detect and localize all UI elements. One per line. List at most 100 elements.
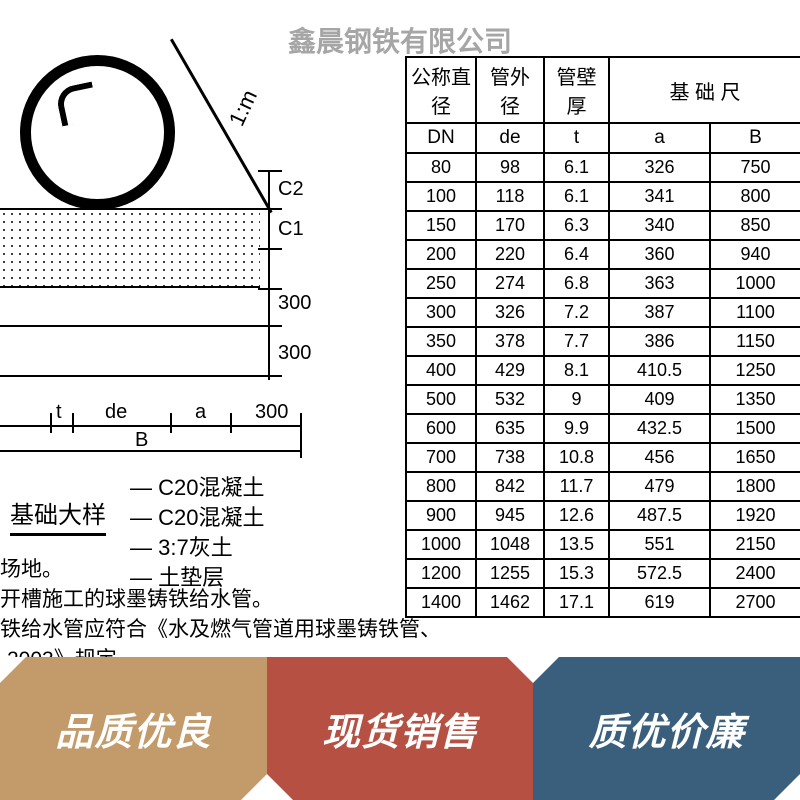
- table-cell: 1150: [710, 327, 800, 356]
- table-cell: 850: [710, 211, 800, 240]
- dim-c2: C2: [278, 178, 304, 201]
- bdim-line-1: [0, 425, 300, 427]
- th-foundation-dims: 基 础 尺: [609, 57, 800, 123]
- table-cell: 1920: [710, 501, 800, 530]
- table-row: 90094512.6487.51920: [406, 501, 800, 530]
- table-header-group: 公称直径 管外径 管壁厚 基 础 尺: [406, 57, 800, 123]
- bdv1: [50, 413, 52, 433]
- table-cell: 6.1: [544, 153, 609, 182]
- dim-tick-1: [258, 170, 282, 172]
- legend-text: C20混凝土: [158, 505, 264, 530]
- table-cell: 1400: [406, 588, 476, 617]
- table-cell: 551: [609, 530, 710, 559]
- corner-deco: [533, 657, 559, 683]
- table-row: 1000104813.55512150: [406, 530, 800, 559]
- table-row: 3503787.73861150: [406, 327, 800, 356]
- table-cell: 6.3: [544, 211, 609, 240]
- table-cell: 456: [609, 443, 710, 472]
- lbl-300: 300: [255, 401, 288, 424]
- table-cell: 750: [710, 153, 800, 182]
- table-cell: 300: [406, 298, 476, 327]
- table-cell: 500: [406, 385, 476, 414]
- table-row: 70073810.84561650: [406, 443, 800, 472]
- table-cell: 2150: [710, 530, 800, 559]
- table-cell: 8.1: [544, 356, 609, 385]
- bdv3: [170, 413, 172, 433]
- table-cell: 619: [609, 588, 710, 617]
- table-cell: 1000: [406, 530, 476, 559]
- table-cell: 15.3: [544, 559, 609, 588]
- dim-tick-4: [258, 288, 282, 290]
- table-cell: 1250: [710, 356, 800, 385]
- dim-tick-5: [258, 325, 282, 327]
- table-cell: 400: [406, 356, 476, 385]
- table-cell: 532: [476, 385, 544, 414]
- th-B: B: [710, 123, 800, 153]
- corner-deco: [241, 774, 267, 800]
- promo-footer: 品质优良 现货销售 质优价廉: [0, 657, 800, 800]
- table-cell: 635: [476, 414, 544, 443]
- table-cell: 1000: [710, 269, 800, 298]
- corner-deco: [267, 774, 293, 800]
- table-cell: 387: [609, 298, 710, 327]
- layer-line-1: [0, 325, 260, 327]
- table-cell: 1100: [710, 298, 800, 327]
- table-cell: 274: [476, 269, 544, 298]
- table-row: 2502746.83631000: [406, 269, 800, 298]
- table-cell: 350: [406, 327, 476, 356]
- table-row: 2002206.4360940: [406, 240, 800, 269]
- table-cell: 479: [609, 472, 710, 501]
- table-cell: 326: [609, 153, 710, 182]
- table-cell: 800: [406, 472, 476, 501]
- table-cell: 6.4: [544, 240, 609, 269]
- table-cell: 6.1: [544, 182, 609, 211]
- th-t: t: [544, 123, 609, 153]
- bdv2: [72, 413, 74, 433]
- th-a: a: [609, 123, 710, 153]
- table-row: 50053294091350: [406, 385, 800, 414]
- table-cell: 363: [609, 269, 710, 298]
- table-cell: 7.2: [544, 298, 609, 327]
- table-cell: 842: [476, 472, 544, 501]
- dim-c1: C1: [278, 218, 304, 241]
- table-cell: 1650: [710, 443, 800, 472]
- trench-slope: 1:m: [170, 40, 270, 220]
- table-cell: 2700: [710, 588, 800, 617]
- table-row: 3003267.23871100: [406, 298, 800, 327]
- dim-tick-2: [258, 208, 282, 210]
- pipe-spec-table: 公称直径 管外径 管壁厚 基 础 尺 DN de t a B 80986.132…: [405, 56, 800, 618]
- table-cell: 340: [609, 211, 710, 240]
- dim-300b: 300: [278, 342, 311, 365]
- dim-300a: 300: [278, 292, 311, 315]
- legend-c20-2: — C20混凝土: [130, 500, 264, 530]
- table-cell: 150: [406, 211, 476, 240]
- table-cell: 250: [406, 269, 476, 298]
- table-cell: 700: [406, 443, 476, 472]
- granular-bedding: [0, 208, 260, 288]
- dim-axis: [268, 170, 270, 380]
- table-cell: 80: [406, 153, 476, 182]
- layer-line-2: [0, 375, 260, 377]
- table-cell: 378: [476, 327, 544, 356]
- table-cell: 487.5: [609, 501, 710, 530]
- bottom-dimensions: t de a 300 B: [0, 395, 300, 465]
- note-line: 场地。: [0, 555, 441, 585]
- th-wall-thickness: 管壁厚: [544, 57, 609, 123]
- table-cell: 940: [710, 240, 800, 269]
- note-line: 开槽施工的球墨铸铁给水管。: [0, 585, 441, 615]
- table-cell: 17.1: [544, 588, 609, 617]
- table-cell: 200: [406, 240, 476, 269]
- table-body: 80986.13267501001186.13418001501706.3340…: [406, 153, 800, 617]
- slope-edge: [170, 39, 273, 214]
- table-cell: 9.9: [544, 414, 609, 443]
- table-cell: 409: [609, 385, 710, 414]
- table-cell: 7.7: [544, 327, 609, 356]
- note-line: 铁给水管应符合《水及燃气管道用球墨铸铁管、: [0, 615, 441, 645]
- bdim-line-2: [0, 450, 300, 452]
- table-subheader: DN de t a B: [406, 123, 800, 153]
- table-cell: 170: [476, 211, 544, 240]
- table-cell: 6.8: [544, 269, 609, 298]
- dim-tick-3: [258, 248, 282, 250]
- badge-text: 质优价廉: [589, 701, 745, 756]
- lbl-t: t: [56, 401, 62, 424]
